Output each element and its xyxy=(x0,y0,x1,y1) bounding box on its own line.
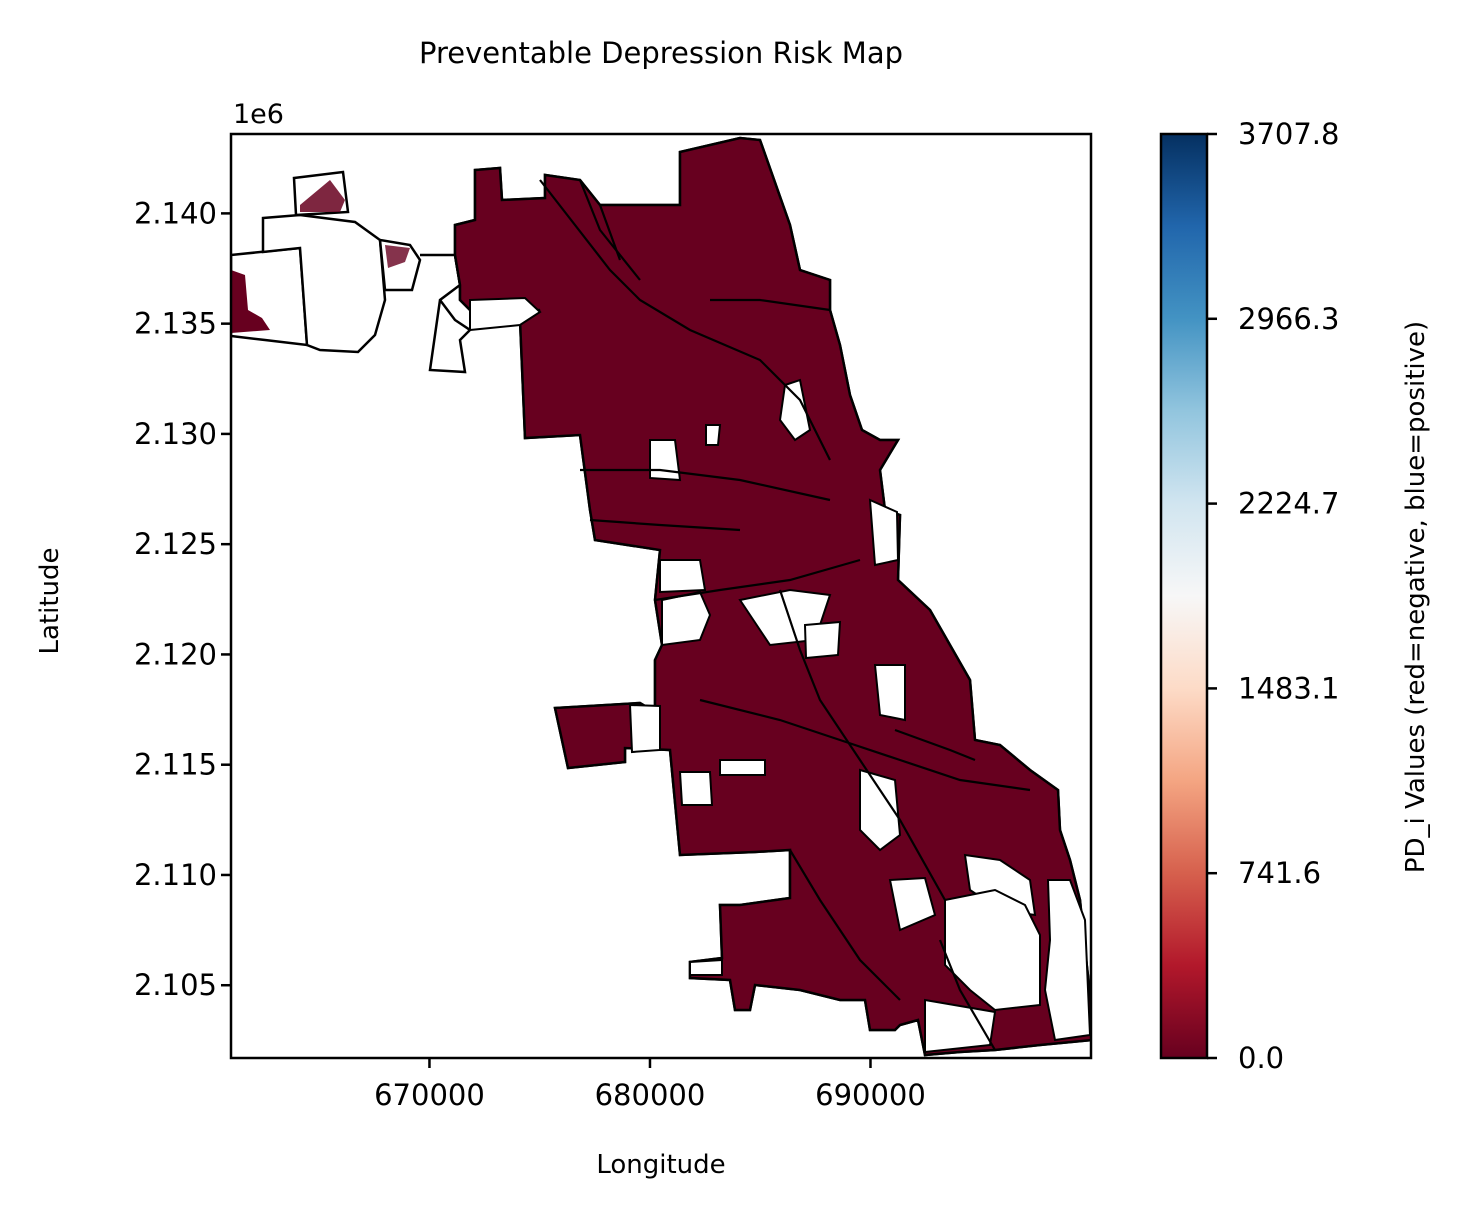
y-tick-label: 2.120 xyxy=(134,637,217,671)
x-tick-label: 670000 xyxy=(374,1078,485,1112)
x-axis-label: Longitude xyxy=(596,1150,725,1180)
tract-fill xyxy=(231,270,270,333)
tract-region xyxy=(261,213,387,354)
white-pockets xyxy=(469,296,1091,1054)
colorbar-tick-label: 2966.3 xyxy=(1238,302,1339,336)
tract-boundaries xyxy=(539,179,1031,1051)
tract-fill xyxy=(300,180,345,212)
y-tick-label: 2.110 xyxy=(134,858,217,892)
map-area xyxy=(231,136,1091,1057)
axes-frame xyxy=(229,132,1093,1060)
colorbar-tick-label: 741.6 xyxy=(1238,856,1321,890)
colorbar-tick-label: 3707.8 xyxy=(1238,117,1339,151)
y-tick-label: 2.105 xyxy=(134,968,217,1002)
x-axis-ticks: 670000 680000 690000 xyxy=(374,1058,926,1112)
colorbar xyxy=(1159,132,1209,1060)
colorbar-tick-label: 1483.1 xyxy=(1238,671,1339,705)
colorbar-ticks: 0.0 741.6 1483.1 2224.7 2966.3 3707.8 xyxy=(1207,117,1339,1075)
tract-fill xyxy=(385,245,410,268)
chart-title: Preventable Depression Risk Map xyxy=(419,36,903,70)
x-tick-label: 680000 xyxy=(595,1078,706,1112)
y-tick-label: 2.140 xyxy=(134,196,217,230)
colorbar-tick-label: 0.0 xyxy=(1238,1041,1284,1075)
x-tick-label: 690000 xyxy=(815,1078,926,1112)
colorbar-label: PD_i Values (red=negative, blue=positive… xyxy=(1401,321,1431,873)
y-tick-label: 2.135 xyxy=(134,307,217,341)
y-offset-label: 1e6 xyxy=(233,99,284,130)
y-tick-label: 2.125 xyxy=(134,527,217,561)
y-axis-ticks: 2.105 2.110 2.115 2.120 2.125 2.130 2.135 2.140 xyxy=(134,196,231,1002)
colorbar-tick-label: 2224.7 xyxy=(1238,487,1339,521)
y-axis-label: Latitude xyxy=(35,547,65,654)
y-tick-label: 2.130 xyxy=(134,417,217,451)
y-tick-label: 2.115 xyxy=(134,748,217,782)
